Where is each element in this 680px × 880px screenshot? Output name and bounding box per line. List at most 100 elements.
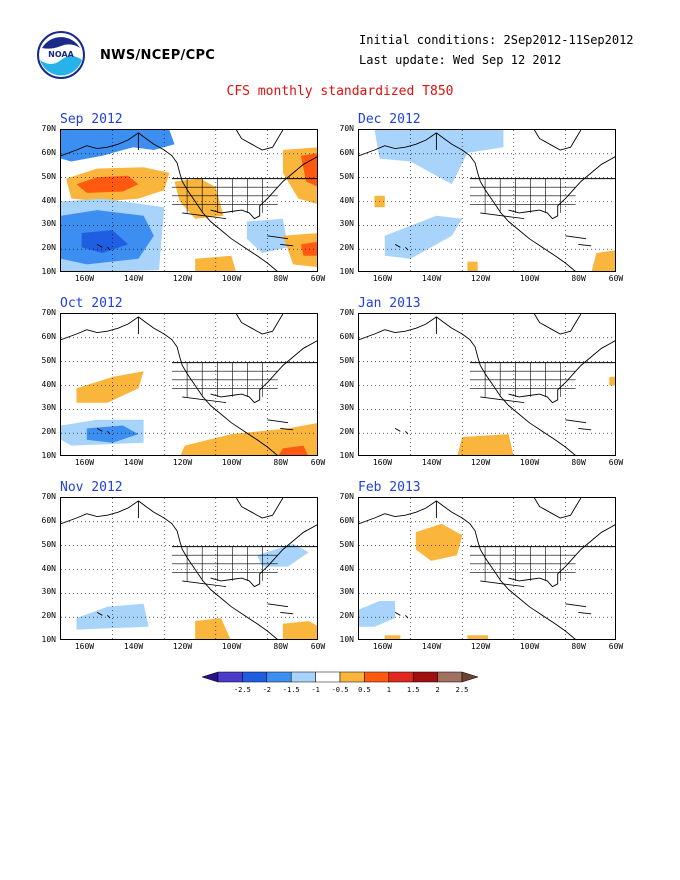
- lon-label: 60W: [608, 274, 624, 283]
- lon-label: 120W: [172, 458, 193, 467]
- lat-label: 40N: [339, 563, 354, 573]
- map-frame: [358, 129, 616, 272]
- anomaly-area: [300, 241, 317, 256]
- island: [96, 244, 103, 248]
- anomaly-area: [76, 603, 149, 630]
- anomaly-area: [374, 130, 504, 185]
- colorbar-label: 0.5: [358, 686, 371, 694]
- anomaly-area: [195, 255, 236, 271]
- lat-label: 20N: [41, 611, 56, 621]
- anomaly-area: [76, 175, 139, 193]
- lat-label: 20N: [41, 427, 56, 437]
- map-svg: [359, 314, 615, 455]
- colorbar-swatch: [437, 671, 463, 683]
- coastline: [534, 130, 582, 151]
- lon-label: 80W: [273, 458, 288, 467]
- lon-label: 120W: [172, 274, 193, 283]
- island: [280, 243, 294, 247]
- lat-label: 10N: [339, 451, 354, 460]
- colorbar-swatch: [412, 671, 438, 683]
- lon-label: 120W: [470, 458, 491, 467]
- colorbar-label: 1: [387, 686, 391, 694]
- lon-label: 80W: [273, 642, 288, 651]
- coastline: [534, 314, 582, 335]
- lat-label: 50N: [41, 355, 56, 365]
- island: [267, 235, 289, 240]
- lat-label: 20N: [339, 427, 354, 437]
- lon-label: 60W: [310, 274, 326, 283]
- lon-label: 80W: [571, 642, 586, 651]
- lon-label: 160W: [74, 274, 95, 283]
- lat-label: 50N: [339, 355, 354, 365]
- lon-label: 160W: [372, 642, 393, 651]
- chart-title: CFS monthly standardized T850: [226, 84, 454, 99]
- coastline: [61, 500, 139, 525]
- anomaly-area: [359, 601, 396, 627]
- coastline: [534, 498, 582, 519]
- lon-label: 60W: [310, 642, 326, 651]
- map-frame: [60, 497, 318, 640]
- colorbar-swatch: [364, 671, 390, 683]
- lat-label: 10N: [41, 267, 56, 276]
- lon-label: 140W: [123, 274, 144, 283]
- anomaly-area: [195, 618, 231, 639]
- lat-label: 50N: [41, 171, 56, 181]
- anomaly-area: [467, 261, 478, 271]
- island: [578, 611, 592, 615]
- colorbar-swatch: [217, 671, 243, 683]
- island: [280, 427, 294, 431]
- anomaly-area: [609, 376, 615, 386]
- island: [565, 603, 587, 608]
- lon-label: 120W: [470, 274, 491, 283]
- island: [405, 614, 409, 619]
- lat-label: 30N: [41, 219, 56, 229]
- island: [107, 430, 111, 435]
- colorbar-label: -1: [311, 686, 319, 694]
- panel-title: Feb 2013: [358, 480, 421, 495]
- anomaly-area: [282, 233, 317, 268]
- lat-label: 10N: [41, 451, 56, 460]
- lat-label: 50N: [41, 539, 56, 549]
- island: [578, 427, 592, 431]
- lat-label: 60N: [41, 515, 56, 525]
- island: [267, 419, 289, 424]
- coastline: [436, 500, 576, 639]
- anomaly-area: [257, 543, 309, 567]
- coastline: [210, 524, 317, 588]
- border-line: [182, 580, 227, 588]
- lon-label: 60W: [608, 458, 624, 467]
- panel-title: Oct 2012: [60, 296, 123, 311]
- border-line: [182, 212, 227, 220]
- initial-conditions: Initial conditions: 2Sep2012-11Sep2012: [359, 33, 634, 47]
- border-line: [480, 580, 525, 588]
- lon-label: 140W: [421, 274, 442, 283]
- lon-label: 80W: [273, 274, 288, 283]
- anomaly-area: [81, 230, 129, 253]
- lon-label: 160W: [74, 458, 95, 467]
- noaa-logo: NOAA: [36, 30, 86, 80]
- lat-label: 50N: [339, 539, 354, 549]
- anomaly-area: [76, 371, 144, 403]
- colorbar-label: -2.5: [234, 686, 251, 694]
- colorbar-label: -1.5: [283, 686, 300, 694]
- colorbar-swatch: [242, 671, 268, 683]
- border-line: [480, 212, 525, 220]
- anomaly-area: [467, 635, 488, 639]
- coastline: [508, 156, 615, 220]
- anomaly-area: [180, 423, 317, 455]
- panel-title: Nov 2012: [60, 480, 123, 495]
- lon-label: 120W: [470, 642, 491, 651]
- island: [267, 603, 289, 608]
- lon-label: 100W: [519, 642, 540, 651]
- lat-label: 50N: [339, 171, 354, 181]
- coastline: [236, 130, 284, 151]
- lat-label: 60N: [339, 515, 354, 525]
- last-update: Last update: Wed Sep 12 2012: [359, 53, 562, 67]
- lat-label: 10N: [41, 635, 56, 644]
- lat-label: 10N: [339, 635, 354, 644]
- anomaly-area: [278, 445, 308, 455]
- map-frame: [60, 313, 318, 456]
- coastline: [508, 524, 615, 588]
- lat-label: 30N: [41, 403, 56, 413]
- panel-title: Dec 2012: [358, 112, 421, 127]
